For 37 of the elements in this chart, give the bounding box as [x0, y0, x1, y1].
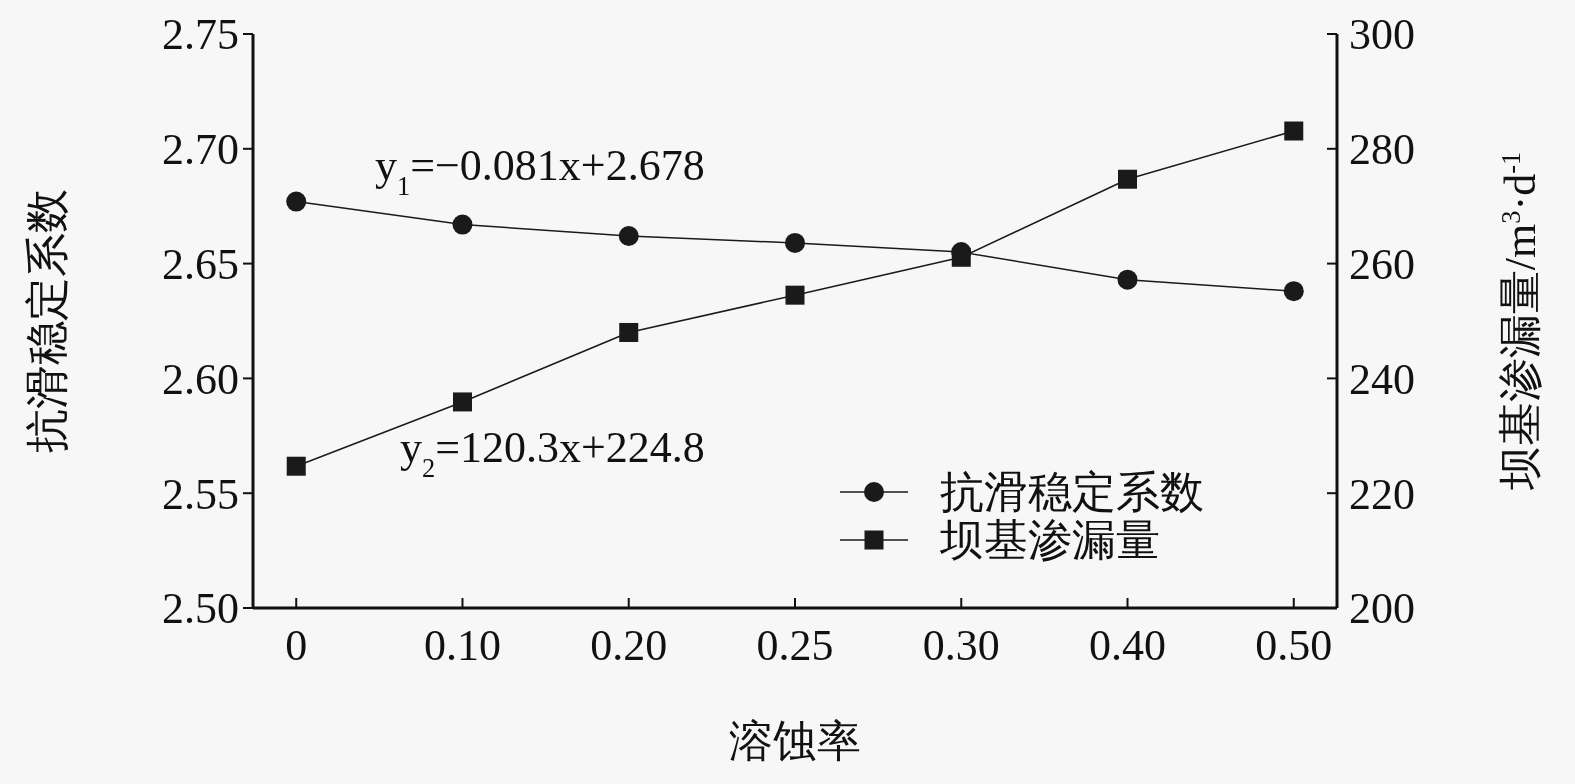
- x-tick-label: 0.10: [423, 621, 501, 670]
- y-tick-label: 2.50: [162, 584, 239, 634]
- x-tick-label: 0: [285, 621, 308, 670]
- y-tick-label: 2.70: [162, 125, 239, 175]
- point: [1118, 169, 1138, 189]
- x-tick-label: 0.40: [1089, 621, 1167, 670]
- y2-tick-label: 260: [1349, 240, 1415, 289]
- annotation: y$_{2}$=120.3x+224.8: [400, 423, 705, 483]
- y2-tick-label: 220: [1349, 469, 1415, 519]
- y2-tick-label: 240: [1349, 354, 1415, 404]
- y-tick-label: 2.55: [162, 469, 239, 519]
- y2-tick-label: 200: [1349, 584, 1415, 634]
- point: [286, 191, 307, 212]
- y2-tick-label: 300: [1349, 10, 1415, 60]
- point: [1284, 121, 1304, 141]
- x-tick-label: 0.25: [756, 621, 834, 670]
- annotation: y$_{1}$=−0.081x+2.678: [375, 141, 705, 201]
- y-tick-label: 2.65: [162, 240, 239, 289]
- y2-tick-label: 280: [1349, 125, 1415, 175]
- legend-label: 坝基渗漏量: [939, 516, 1160, 566]
- point: [452, 392, 472, 412]
- point: [1283, 281, 1304, 302]
- point: [452, 214, 473, 235]
- y-axis-title: 抗滑稳定系数: [23, 189, 72, 453]
- point: [785, 232, 805, 253]
- y-tick-label: 2.75: [162, 10, 239, 60]
- point: [618, 226, 639, 247]
- x-axis-title: 溶蚀率: [729, 717, 861, 766]
- point: [619, 322, 639, 342]
- point: [1117, 269, 1138, 290]
- point: [286, 456, 306, 476]
- x-tick-label: 0.30: [922, 621, 1000, 670]
- legend-label: 抗滑稳定系数: [940, 468, 1204, 518]
- x-tick-label: 0.50: [1255, 621, 1333, 670]
- y-tick-label: 2.60: [162, 354, 239, 404]
- point: [785, 285, 805, 305]
- x-tick-label: 0.20: [590, 621, 668, 670]
